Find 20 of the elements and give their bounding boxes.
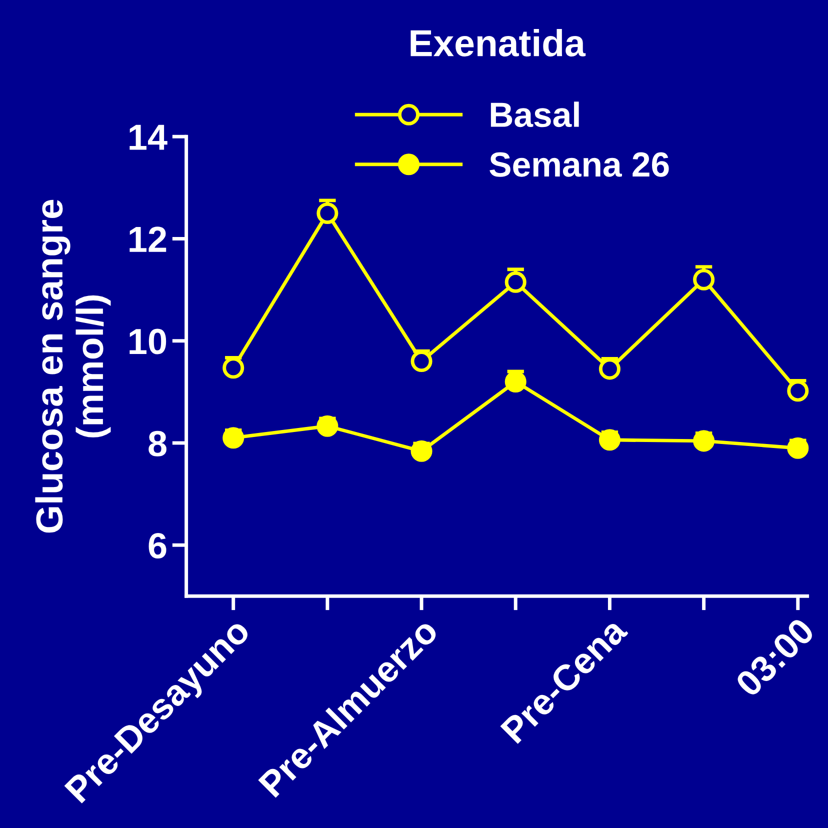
point <box>316 202 338 224</box>
point <box>787 380 809 402</box>
point <box>693 268 715 290</box>
point <box>787 437 809 459</box>
point <box>693 430 715 452</box>
y-tick-label: 6 <box>148 532 166 559</box>
y-tick-label: 14 <box>130 124 168 150</box>
point <box>410 350 432 372</box>
point <box>316 415 338 437</box>
y-tick-label: 10 <box>130 328 166 354</box>
y-axis-title: Glucosa en sangre (mmol/l) <box>35 200 111 533</box>
y-tick-label: 8 <box>148 430 166 456</box>
point <box>222 427 244 449</box>
y-tick-label: 12 <box>130 226 166 252</box>
point <box>504 271 526 293</box>
legend-label: Semana 26 <box>490 152 669 177</box>
point <box>598 429 620 451</box>
chart-title: Exenatida <box>410 28 586 57</box>
point <box>410 440 432 462</box>
legend-label: Basal <box>490 102 579 128</box>
